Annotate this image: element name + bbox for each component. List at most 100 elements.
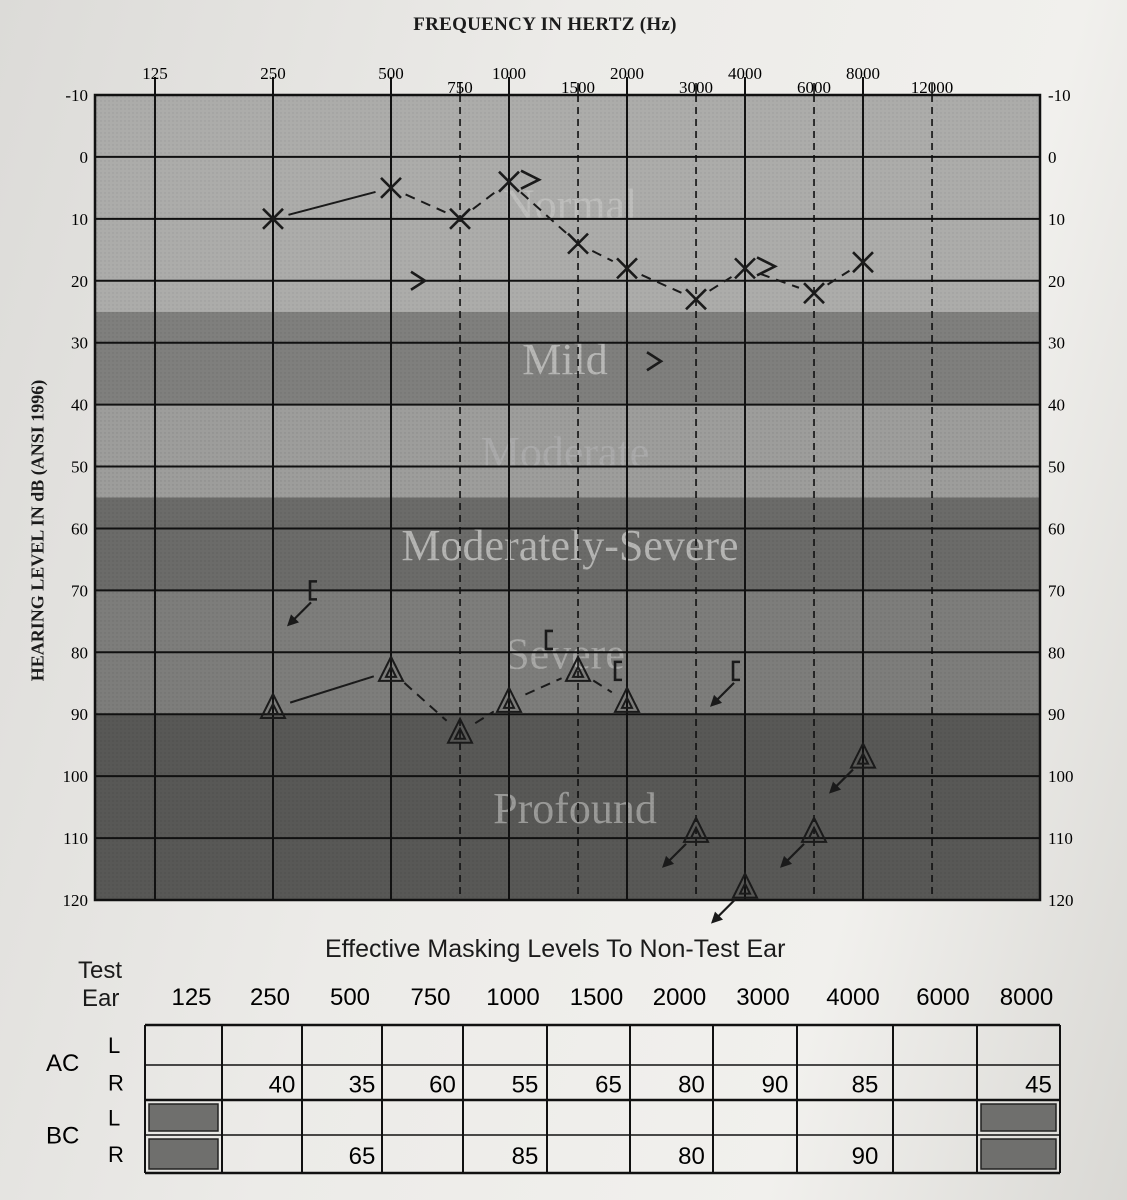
masking-value: 90 [762,1072,789,1099]
series-connector [759,272,800,289]
bone-right-mark [731,660,741,682]
air-right-triangle-mark [849,741,877,769]
masking-value: 55 [512,1072,539,1099]
no-response-arrowhead [662,855,675,868]
series-connector [288,190,376,216]
air-right-triangle-mark [446,716,474,744]
audiogram-chart: NormalMildModerateModerately-SevereSever… [63,64,1074,924]
series-connector [289,675,375,704]
y-tick-label-left: -10 [65,86,88,105]
masking-value: 60 [429,1072,456,1099]
x-tick-label: 4000 [728,64,762,83]
bone-left-mark [646,351,664,372]
masking-table: Test Ear 125 250 500 750 1000 1500 2000 3000 400… [0,955,1127,1200]
masking-ear-label: L [108,1033,120,1058]
y-tick-label-right: 10 [1048,210,1065,229]
y-tick-label-left: 110 [63,829,88,848]
test-label: Test [78,957,123,984]
bone-right-mark [613,660,623,682]
x-tick-label: 3000 [679,78,713,97]
masking-frequency-label: 125 [171,984,211,1011]
masking-value: 40 [269,1072,296,1099]
x-tick-labels: 125 250 500 1000 2000 4000 8000 750 1500 3000 6000… [142,64,953,97]
y-tick-label-left: 90 [71,705,88,724]
air-right-triangle-mark [731,871,759,899]
no-response-arrowhead [780,855,793,868]
masking-frequency-label: 3000 [736,984,789,1011]
masking-value: 65 [349,1143,376,1170]
air-right-triangle-mark [564,654,592,682]
left-bracket-mark [520,169,542,190]
masking-ear-label: R [108,1071,124,1096]
y-tick-label-left: 50 [71,458,88,477]
air-right-triangle-mark [682,815,710,843]
y-tick-label-right: 60 [1048,519,1065,538]
x-tick-label: 750 [447,78,473,97]
masking-value: 80 [678,1143,705,1170]
series-connector [525,677,563,696]
series-connector [405,193,446,214]
bone-left-mark [410,270,428,291]
x-tick-label: 250 [260,64,286,83]
x-tick-label: 125 [142,64,168,83]
masking-group-label: BC [46,1123,79,1150]
y-tick-label-left: 70 [71,581,88,600]
y-tick-label-left: 120 [63,891,89,910]
y-tick-label-right: 110 [1048,829,1073,848]
y-tick-label-right: 100 [1048,767,1074,786]
masking-ear-label: L [108,1106,120,1131]
air-left-x-mark [685,288,707,311]
y-tick-label-left: 30 [71,334,88,353]
masking-table-title: Effective Masking Levels To Non-Test Ear [325,935,786,963]
band-wash [95,95,1040,312]
bone-right-mark [544,629,553,651]
masking-shaded-cell [148,1138,219,1170]
series-connector [591,249,614,263]
y-tick-label-right: 120 [1048,891,1074,910]
y-tick-label-right: 40 [1048,396,1065,415]
y-tick-label-right: 70 [1048,581,1065,600]
masking-frequency-label: 250 [250,984,290,1011]
masking-value: 85 [512,1143,539,1170]
grid [93,77,1042,902]
masking-frequency-label: 500 [330,984,370,1011]
masking-frequency-label: 1500 [570,984,623,1011]
masking-value: 65 [595,1072,622,1099]
x-tick-label: 12000 [911,78,954,97]
y-tick-label-right: 30 [1048,334,1065,353]
masking-frequency-label: 1000 [486,984,539,1011]
bone-right-mark [308,580,317,601]
x-tick-label: 1000 [492,64,526,83]
air-left-x-mark [567,232,589,255]
series-marks [259,169,877,924]
air-left-x-mark [852,251,874,274]
air-left-x-mark [262,207,284,230]
masking-frequency-label: 750 [410,984,450,1011]
air-left-x-mark [380,176,402,199]
no-response-arrowhead [829,781,841,794]
y-tick-label-right: 50 [1048,458,1065,477]
air-right-triangle-mark [613,685,641,713]
chart-title: FREQUENCY IN HERTZ (Hz) [413,14,677,35]
series-connector [403,682,448,722]
masking-value: 45 [1025,1072,1052,1099]
air-right-triangle-mark [377,654,405,682]
series-connector [474,710,495,725]
y-tick-label-left: 0 [80,148,89,167]
y-tick-labels: -10 -10 0 0 10 10 20 20 30 30 40 40 50 50 60 60 70 70 80 80… [63,86,1074,910]
no-response-arrowhead [710,694,723,707]
masking-shaded-cell [148,1103,219,1132]
series-connector [827,269,851,286]
masking-ear-label: R [108,1142,124,1167]
masking-frequency-label: 4000 [826,984,879,1011]
series-connector [709,276,733,292]
series-connector [472,190,497,210]
air-left-x-mark [449,207,471,230]
y-tick-label-right: 0 [1048,148,1057,167]
air-right-triangle-mark [495,685,523,713]
left-bracket-mark [756,256,778,277]
y-tick-label-left: 10 [71,210,88,229]
air-left-x-mark [616,257,638,280]
y-tick-label-left: 20 [71,272,88,291]
y-tick-label-right: 80 [1048,643,1065,662]
